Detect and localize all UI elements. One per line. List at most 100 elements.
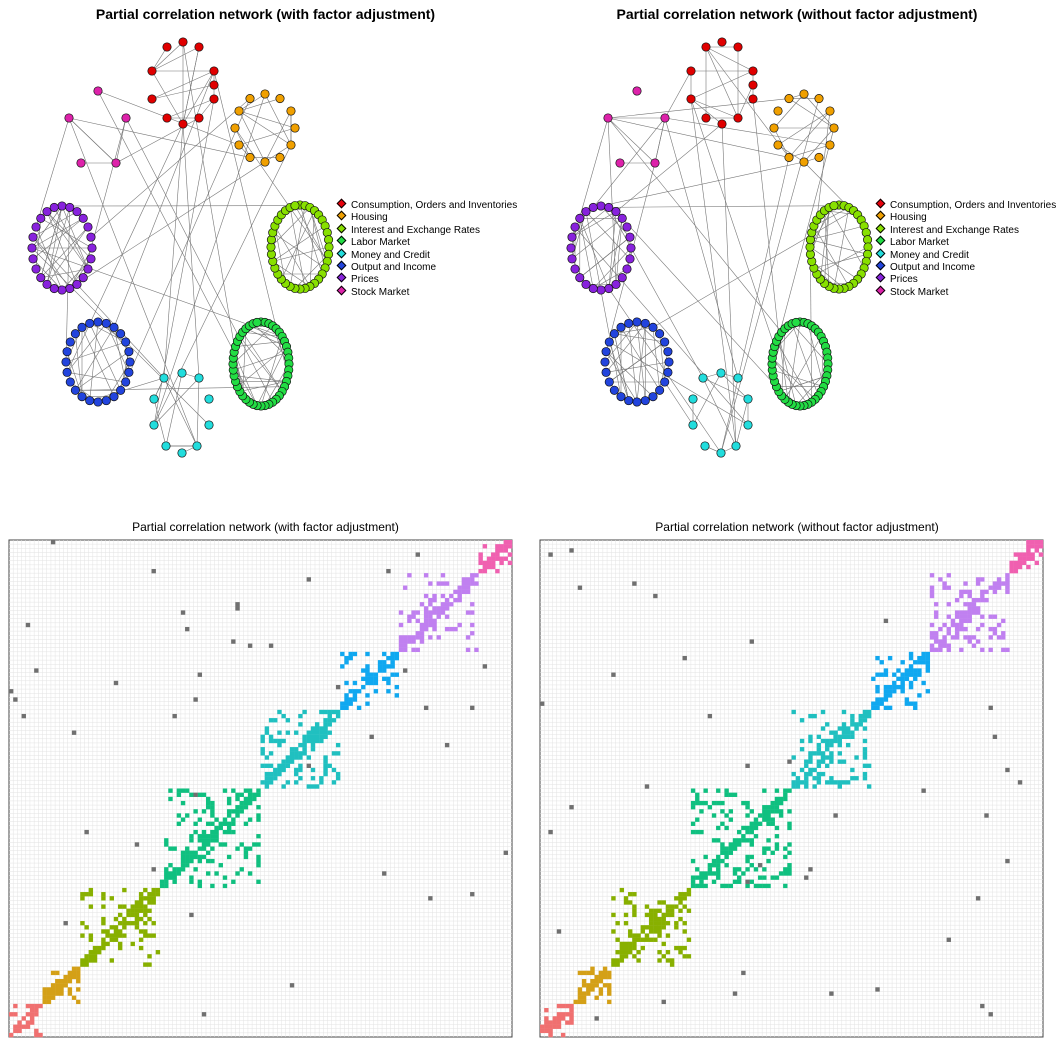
matrix-cell (470, 581, 475, 586)
network-node (825, 140, 835, 150)
matrix-cell (419, 639, 425, 644)
matrix-cell (690, 829, 696, 835)
network-edge (737, 84, 754, 119)
network-edge (810, 239, 868, 255)
matrix-cell (795, 784, 801, 789)
network-edge (690, 98, 723, 125)
matrix-cell (875, 701, 880, 706)
matrix-cell (17, 1028, 22, 1034)
matrix-cell (42, 999, 47, 1005)
matrix-cell (432, 610, 437, 615)
matrix-cell (787, 850, 792, 855)
matrix-cell (260, 747, 265, 752)
matrix-cell (669, 958, 675, 963)
matrix-cell (34, 1003, 39, 1009)
legend-entry: Output and Income (875, 260, 1056, 274)
matrix-cell (428, 635, 433, 640)
network-node (731, 441, 741, 451)
matrix-cell (415, 631, 420, 636)
matrix-cell (298, 722, 303, 727)
network-node (31, 222, 41, 232)
matrix-cell (151, 896, 156, 901)
matrix-cell (653, 916, 658, 922)
matrix-cell (185, 850, 190, 855)
network-node (773, 140, 783, 150)
matrix-cell (143, 933, 148, 938)
matrix-cell (879, 701, 884, 706)
matrix-cell (113, 680, 119, 686)
network-node (655, 385, 665, 395)
matrix-cell (172, 871, 177, 876)
matrix-cell (1026, 544, 1031, 549)
matrix-cell (465, 610, 471, 615)
matrix-cell (46, 987, 52, 992)
matrix-cell (352, 689, 358, 694)
matrix-cell (623, 950, 629, 955)
matrix-cell (1005, 581, 1010, 586)
matrix-cell (193, 867, 198, 872)
network-node (609, 329, 619, 339)
network-node (688, 394, 698, 404)
matrix-cell (38, 1032, 43, 1038)
matrix-cell (247, 792, 253, 797)
matrix-cell (925, 689, 931, 694)
matrix-cell (185, 788, 190, 793)
matrix-cell (340, 651, 345, 657)
network-node (596, 285, 606, 295)
matrix-cell (728, 883, 734, 889)
network-edge (607, 117, 656, 164)
matrix-cell (436, 635, 441, 640)
matrix-cell (716, 838, 721, 843)
network-node (83, 222, 93, 232)
matrix-cell (829, 751, 834, 756)
matrix-cell (176, 821, 182, 826)
matrix-cell (206, 858, 211, 864)
matrix-cell (653, 929, 658, 934)
matrix-cell (256, 863, 261, 868)
matrix-cell (657, 958, 662, 963)
matrix-cell (896, 676, 901, 682)
matrix-cell (841, 726, 847, 731)
matrix-cell (804, 759, 809, 764)
matrix-cell (382, 668, 387, 673)
matrix-cell (946, 647, 951, 653)
matrix-cell (762, 883, 767, 889)
matrix-cell (808, 738, 813, 744)
matrix-cell (1030, 552, 1035, 557)
matrix-cell (762, 850, 767, 855)
matrix-cell (992, 734, 998, 739)
matrix-cell (577, 987, 583, 992)
matrix-cell (453, 589, 458, 595)
network-node (194, 113, 204, 123)
matrix-cell (411, 647, 416, 653)
matrix-cell (193, 850, 198, 855)
matrix-cell (946, 585, 951, 590)
matrix-cell (289, 747, 295, 752)
matrix-cell (365, 676, 370, 682)
matrix-cell (787, 867, 792, 872)
network-edge (46, 205, 63, 285)
matrix-cell (762, 788, 767, 793)
matrix-cell (900, 660, 905, 665)
matrix-cell (787, 842, 792, 847)
matrix-cell (615, 950, 620, 955)
matrix-cell (306, 738, 311, 744)
matrix-title-without-factor: Partial correlation network (without fac… (655, 520, 939, 534)
matrix-cell (298, 713, 303, 719)
matrix-cell (193, 829, 198, 835)
matrix-cell (783, 792, 788, 797)
matrix-cell (491, 552, 496, 557)
network-edge (620, 327, 660, 391)
matrix-cell (386, 689, 391, 694)
network-edge (608, 207, 704, 379)
matrix-cell (892, 684, 897, 690)
network-node (663, 367, 673, 377)
matrix-cell (716, 825, 721, 831)
matrix-cell (648, 908, 654, 913)
matrix-cell (310, 747, 316, 752)
matrix-cell (913, 701, 918, 706)
matrix-cell (423, 593, 429, 599)
matrix-cell (138, 945, 144, 951)
network-edge (705, 46, 754, 72)
matrix-cell (344, 655, 349, 661)
